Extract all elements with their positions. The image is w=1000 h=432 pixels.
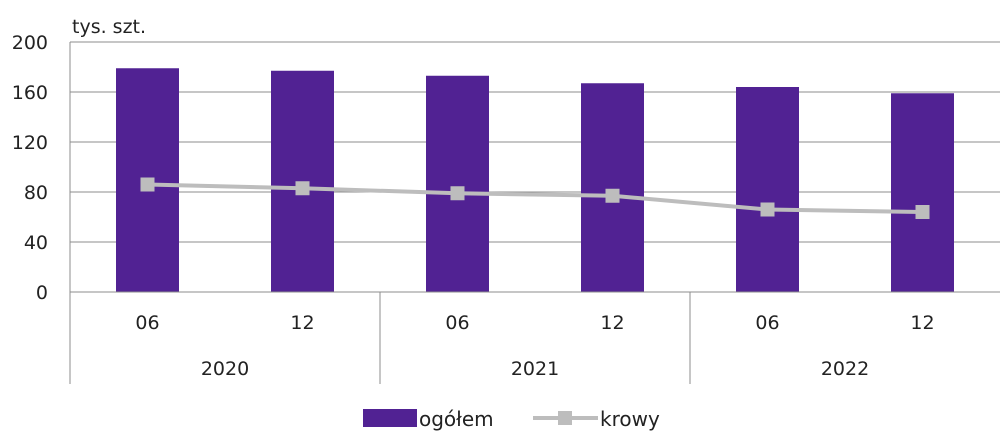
- y-tick-label: 80: [24, 182, 48, 204]
- bar-ogolem: [736, 87, 799, 292]
- legend-label-ogolem: ogółem: [419, 407, 494, 431]
- x-group-label: 2022: [821, 358, 869, 380]
- y-tick-label: 200: [12, 32, 48, 54]
- marker-krowy: [295, 181, 310, 196]
- legend-label-krowy: krowy: [600, 407, 660, 431]
- legend-swatch-ogolem: [363, 409, 417, 427]
- line-series-krowy: [140, 177, 930, 219]
- y-tick-label: 0: [36, 282, 48, 304]
- x-group-label: 2021: [511, 358, 559, 380]
- bar-ogolem: [426, 75, 489, 292]
- marker-krowy: [760, 202, 775, 217]
- marker-krowy: [450, 186, 465, 201]
- y-tick-label: 160: [12, 82, 48, 104]
- x-group-label: 2020: [201, 358, 249, 380]
- legend-marker-krowy: [558, 411, 572, 425]
- bar-ogolem: [891, 93, 954, 292]
- x-tick-label: 12: [600, 312, 624, 334]
- x-tick-label: 06: [755, 312, 779, 334]
- marker-krowy: [605, 188, 620, 203]
- y-axis-ticks: 0 40 80 120 160 200: [12, 32, 48, 304]
- bar-ogolem: [581, 83, 644, 292]
- marker-krowy: [915, 205, 930, 219]
- gridlines: [69, 41, 1000, 292]
- line-krowy: [147, 182, 923, 214]
- y-axis-unit-label: tys. szt.: [72, 16, 146, 38]
- bar-series-ogolem: [116, 68, 954, 292]
- marker-krowy: [140, 177, 155, 192]
- y-tick-label: 40: [24, 232, 48, 254]
- x-axis: 06 12 06 12 06 12 2020 2021 2022: [69, 291, 1000, 384]
- x-tick-label: 06: [135, 312, 159, 334]
- legend: ogółem krowy: [363, 407, 660, 431]
- x-tick-label: 12: [910, 312, 934, 334]
- x-tick-label: 12: [290, 312, 314, 334]
- y-tick-label: 120: [12, 132, 48, 154]
- x-tick-label: 06: [445, 312, 469, 334]
